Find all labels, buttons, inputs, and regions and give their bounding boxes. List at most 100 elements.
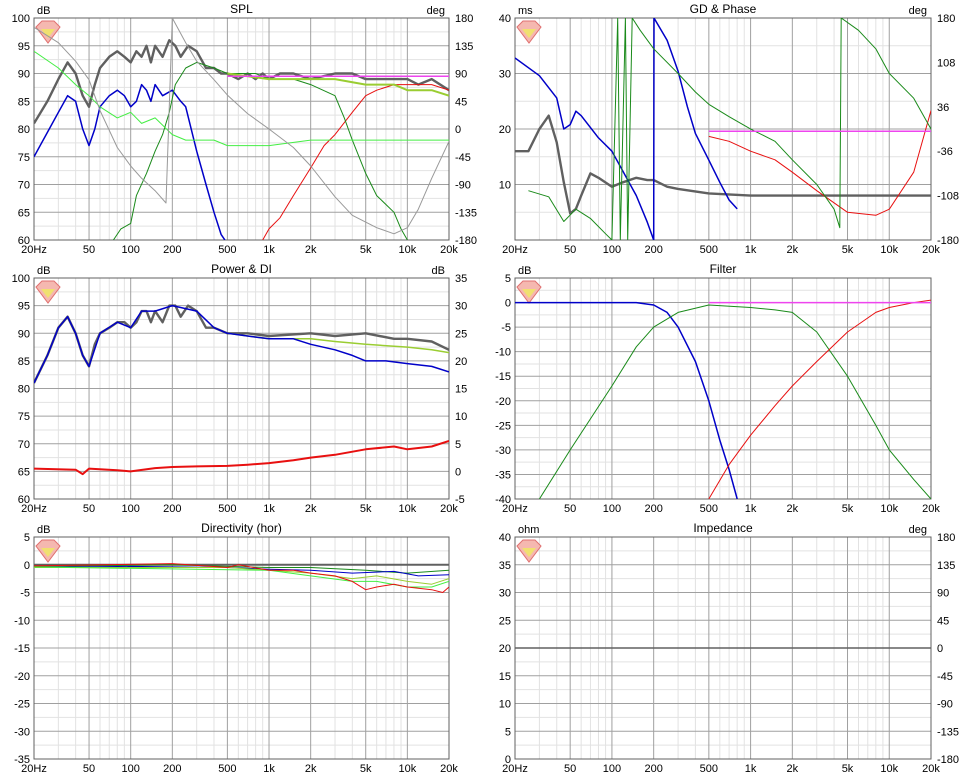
y-tick-label: -5 [20,588,30,600]
y2-tick-label: -108 [937,191,959,203]
logo-icon [35,539,61,563]
y2-tick-label: 180 [937,532,955,544]
y2-tick-label: -135 [455,207,477,219]
x-tick-label: 2k [305,503,317,515]
y-tick-label: 75 [18,411,30,423]
y2-tick-label: -90 [937,699,953,711]
x-tick-label: 10k [880,244,898,256]
y-tick-label: 0 [505,754,511,766]
x-tick-label: 200 [644,244,662,256]
x-tick-label: 2k [305,244,317,256]
y-tick-label: -20 [495,396,511,408]
x-tick-label: 5k [360,763,372,775]
series-line-3 [34,567,449,585]
y-tick-label: 40 [499,13,511,25]
x-tick-label: 5k [842,244,854,256]
x-tick-label: 100 [122,244,140,256]
logo-icon [516,280,542,304]
y2-tick-label: 0 [455,124,461,136]
x-tick-label: 2k [787,244,799,256]
x-tick-label: 200 [163,763,181,775]
y-axis-label: dB [37,265,50,277]
x-tick-label: 20Hz [21,763,47,775]
y-tick-label: -5 [501,322,511,334]
x-tick-label: 20k [922,503,940,515]
y-tick-label: 100 [12,273,30,285]
x-tick-label: 100 [122,503,140,515]
y-tick-label: -15 [14,643,30,655]
x-tick-label: 10k [880,763,898,775]
series-line-2 [262,84,449,240]
x-tick-label: 500 [700,763,718,775]
y2-tick-label: 35 [455,273,467,285]
x-tick-label: 50 [83,503,95,515]
y-tick-label: 95 [18,301,30,313]
x-tick-label: 20k [922,244,940,256]
spl-chart: 20Hz 50 100 200 500 1k 2k 5k 10k 20k 100 95 90 85 80 75… [12,2,477,256]
logo-icon [35,280,61,304]
y2-tick-label: 135 [937,560,955,572]
series-line-0 [515,301,738,499]
y-tick-label: 60 [18,235,30,247]
y2-tick-label: -90 [455,180,471,192]
y-tick-label: 20 [499,643,511,655]
power-chart: 20Hz 50 100 200 500 1k 2k 5k 10k 20k1009590858075… [12,262,468,515]
y-axis-label: dB [37,5,50,17]
y-tick-label: 0 [505,298,511,310]
y2-tick-label: 10 [455,411,467,423]
series-group [515,18,931,240]
y-tick-label: 30 [499,588,511,600]
y-tick-label: 95 [18,41,30,53]
series-line-5 [34,563,449,593]
y-tick-label: 10 [499,180,511,192]
y-axis-label: dB [518,265,531,277]
y-tick-label: 65 [18,466,30,478]
series-line-5 [227,72,449,97]
series-line-0 [34,39,449,125]
series-group [34,18,449,240]
y-tick-label: 10 [499,699,511,711]
series-line-4 [34,566,449,588]
y2-tick-label: 20 [455,356,467,368]
x-tick-label: 1k [745,244,757,256]
y-tick-label: -20 [14,671,30,683]
x-tick-label: 100 [603,244,621,256]
x-tick-label: 500 [218,763,236,775]
series-line-3 [34,440,449,476]
x-tick-label: 20Hz [21,503,47,515]
y-tick-label: -30 [495,445,511,457]
series-group [34,563,449,593]
y-tick-label: -25 [14,699,30,711]
chart-title: Directivity (hor) [201,521,282,535]
y-tick-label: -35 [14,754,30,766]
y-tick-label: 60 [18,494,30,506]
x-tick-label: 2k [787,763,799,775]
y-tick-label: -30 [14,726,30,738]
chart-title: Impedance [693,521,753,535]
filter-chart: 20Hz 50 100 200 500 1k 2k 5k 10k 20k50-5-10-15-20… [495,262,940,515]
x-tick-label: 20k [440,763,458,775]
x-tick-label: 50 [564,503,576,515]
x-tick-label: 1k [263,503,275,515]
series-line-0 [515,114,931,215]
chart-title: Filter [710,262,737,276]
x-tick-label: 2k [787,503,799,515]
y-tick-label: 85 [18,96,30,108]
y2-axis-label: deg [909,5,927,17]
x-tick-label: 10k [880,503,898,515]
series-line-2 [708,299,931,499]
y2-tick-label: 180 [455,13,473,25]
x-tick-label: 20Hz [502,763,528,775]
y-tick-label: 65 [18,207,30,219]
chart-title: Power & DI [211,262,272,276]
y2-axis-label: deg [427,5,445,17]
x-tick-label: 2k [305,763,317,775]
y-tick-label: 20 [499,124,511,136]
y2-tick-label: -45 [455,152,471,164]
y-tick-label: 90 [18,69,30,81]
y-tick-label: 80 [18,384,30,396]
series-line-7 [34,18,449,235]
x-tick-label: 500 [700,244,718,256]
y2-tick-label: -5 [455,494,465,506]
